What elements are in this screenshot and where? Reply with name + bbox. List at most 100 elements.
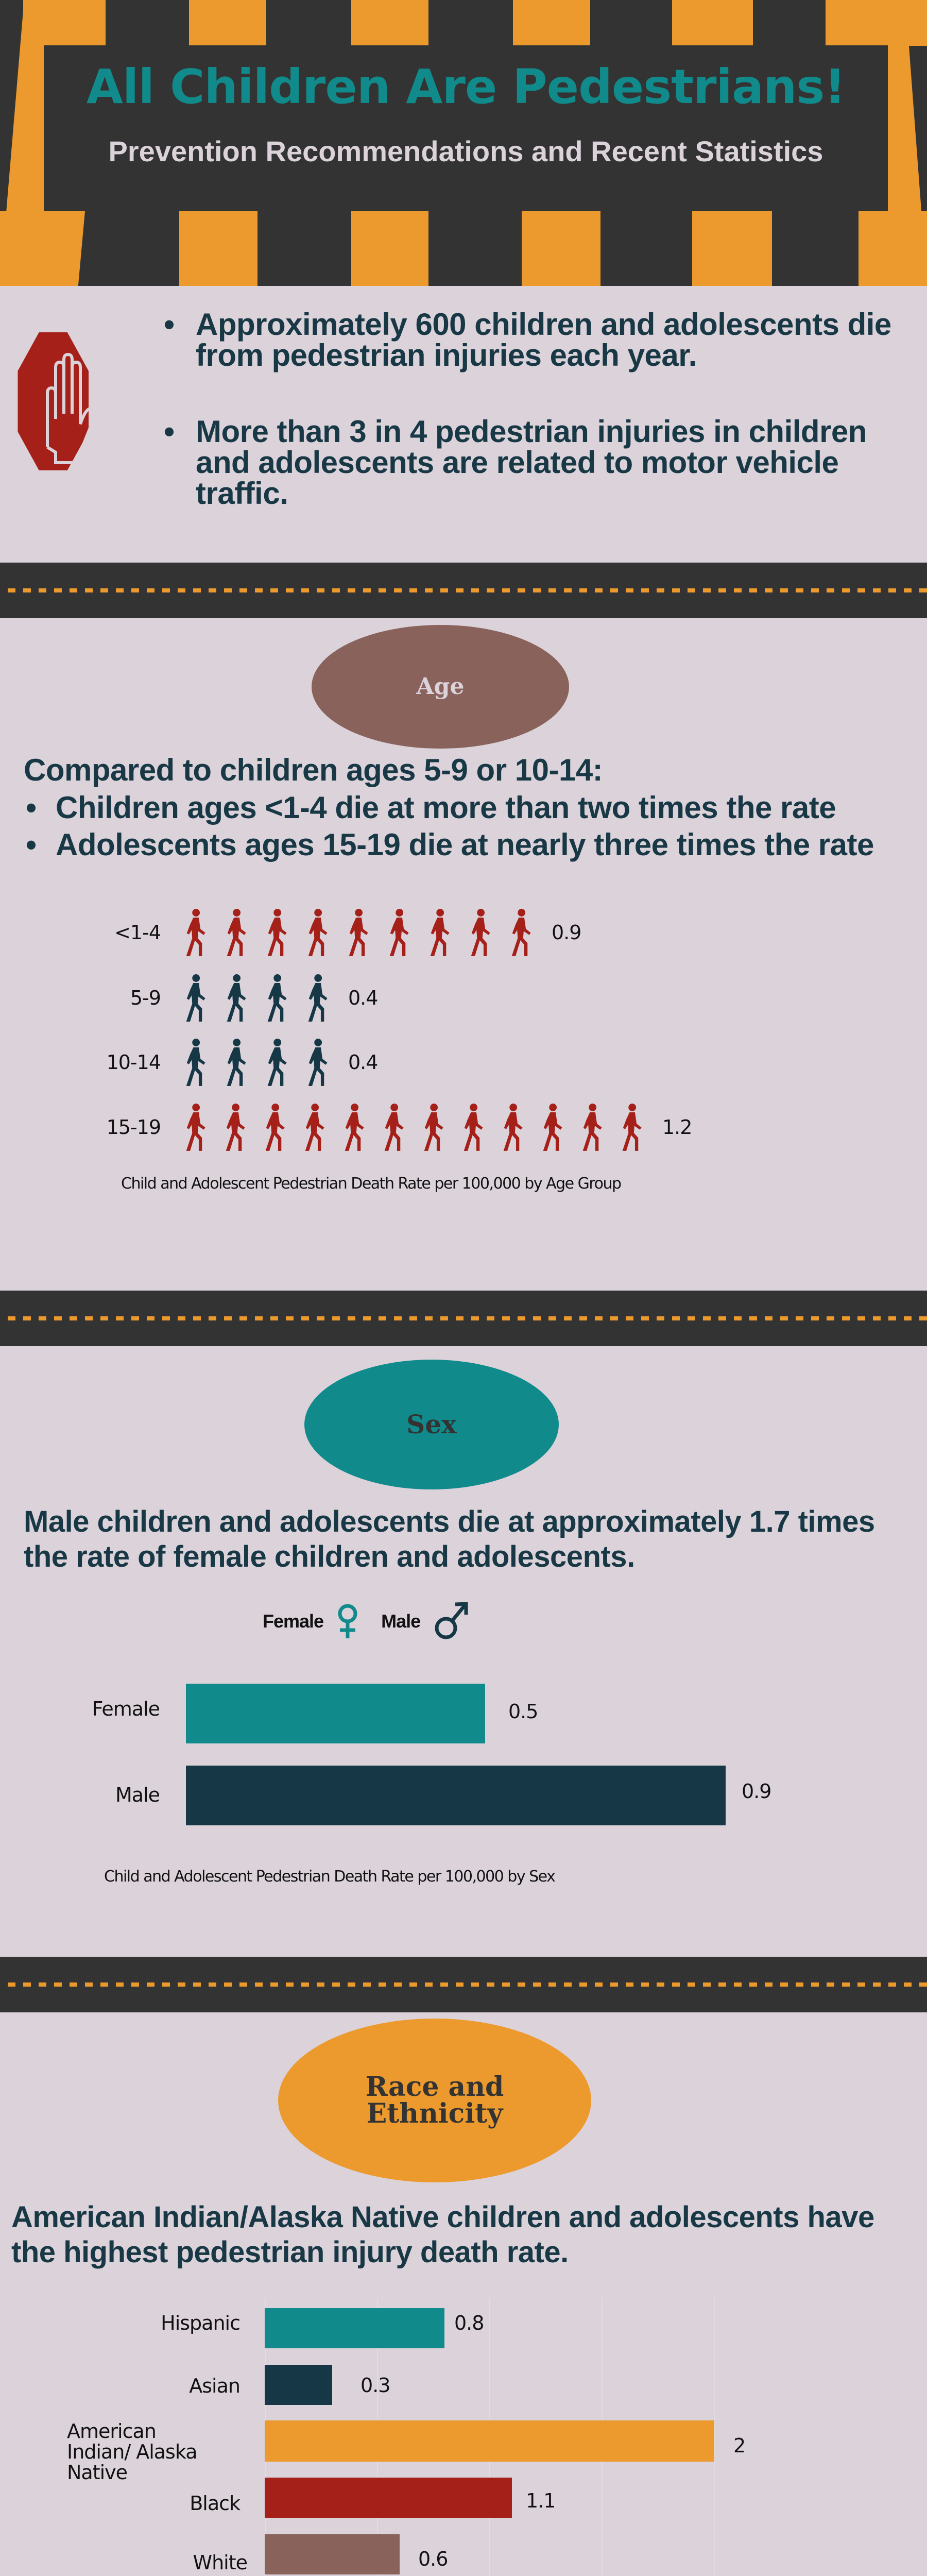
road-divider — [0, 563, 927, 618]
road-dash — [8, 1316, 927, 1320]
pedestrian-icon — [254, 1103, 293, 1152]
age-bullet: Children ages <1-4 die at more than two … — [21, 789, 874, 826]
pedestrian-icon — [297, 974, 336, 1023]
walker-icons — [175, 1103, 650, 1152]
stat-item: Approximately 600 children and adolescen… — [154, 309, 896, 371]
crosswalk-stripe — [179, 211, 258, 286]
race-bar-label: White — [193, 2551, 248, 2574]
male-legend-label: Male — [381, 1611, 421, 1632]
pedestrian-icon — [338, 908, 376, 957]
pedestrian-icon — [297, 908, 336, 957]
crosswalk-stripe — [522, 211, 600, 286]
age-group-label: 5-9 — [130, 987, 161, 1009]
sex-bar-label: Female — [92, 1698, 160, 1720]
female-legend-label: Female — [263, 1611, 324, 1632]
page-title: All Children Are Pedestrians! — [86, 59, 846, 114]
pedestrian-icon — [413, 1103, 452, 1152]
pedestrian-icon — [419, 908, 458, 957]
stop-hand-icon — [9, 332, 138, 470]
age-rate-value: 0.4 — [348, 987, 378, 1009]
bar-male — [186, 1766, 726, 1825]
pedestrian-icon — [611, 1103, 650, 1152]
pedestrian-icon — [175, 1038, 214, 1087]
race-bar-label: Asian — [189, 2375, 241, 2397]
sex-headline: Male children and adolescents die at app… — [24, 1505, 875, 1574]
bar-american-indian-alaska-native — [265, 2420, 714, 2462]
bar-hispanic — [265, 2308, 444, 2348]
header-banner: All Children Are Pedestrians! Prevention… — [0, 0, 927, 286]
pedestrian-icon — [453, 1103, 491, 1152]
sex-badge-label: Sex — [406, 1409, 457, 1439]
pedestrian-icon — [216, 1038, 254, 1087]
pedestrian-icon — [175, 908, 214, 957]
race-bar-value: 0.8 — [454, 2312, 484, 2334]
page-subtitle: Prevention Recommendations and Recent St… — [108, 135, 823, 168]
pedestrian-icon — [334, 1103, 372, 1152]
pedestrian-icon — [572, 1103, 610, 1152]
road-dash — [8, 588, 927, 592]
sex-bar-value: 0.9 — [742, 1780, 771, 1803]
pictogram-row-5-9: 5-9 0.4 — [77, 972, 378, 1024]
age-rate-value: 0.4 — [348, 1051, 378, 1074]
crosswalk-stripe — [189, 0, 266, 46]
road-dash — [8, 1982, 927, 1987]
age-bullets: Children ages <1-4 die at more than two … — [21, 789, 874, 863]
race-badge: Race and Ethnicity — [278, 2019, 591, 2182]
crosswalk-stripe — [826, 0, 927, 46]
sex-badge: Sex — [304, 1360, 559, 1489]
race-bar-label: Black — [190, 2492, 241, 2515]
crosswalk-stripe — [692, 211, 772, 286]
bar-female — [186, 1684, 485, 1743]
age-rate-value: 0.9 — [552, 921, 581, 944]
road-divider — [0, 1291, 927, 1346]
age-badge: Age — [312, 625, 569, 749]
sex-bar-value: 0.5 — [508, 1700, 538, 1723]
race-bar-value: 0.6 — [418, 2548, 448, 2570]
pedestrian-icon — [216, 908, 254, 957]
crosswalk-stripe — [513, 0, 590, 46]
male-symbol-icon — [435, 1602, 468, 1639]
pedestrian-icon — [256, 974, 295, 1023]
walker-icons — [175, 974, 336, 1023]
pictogram-row-lt1-4: <1-4 0.9 — [77, 907, 581, 958]
age-group-label: <1-4 — [114, 921, 161, 944]
title-box: All Children Are Pedestrians! Prevention… — [44, 45, 888, 211]
bar-white — [265, 2534, 400, 2574]
pedestrian-icon — [379, 908, 417, 957]
pedestrian-icon — [256, 908, 295, 957]
pedestrian-icon — [373, 1103, 412, 1152]
age-badge-label: Age — [416, 673, 465, 700]
pictogram-row-15-19: 15-19 1.2 — [77, 1101, 692, 1153]
sex-bar-label: Male — [115, 1784, 160, 1806]
race-bar-label: American Indian/ Alaska Native — [67, 2420, 197, 2484]
race-bar-value: 2 — [733, 2434, 746, 2457]
race-badge-label: Ethnicity — [366, 2098, 503, 2129]
race-bar-label: Hispanic — [161, 2312, 241, 2334]
pedestrian-icon — [294, 1103, 333, 1152]
walker-icons — [175, 1038, 336, 1087]
pedestrian-icon — [460, 908, 499, 957]
race-bar-value: 1.1 — [526, 2489, 556, 2512]
age-rate-value: 1.2 — [662, 1116, 692, 1139]
crosswalk-stripe — [672, 0, 753, 46]
sex-chart-caption: Child and Adolescent Pedestrian Death Ra… — [104, 1868, 556, 1886]
age-intro: Compared to children ages 5-9 or 10-14: — [24, 753, 603, 787]
age-chart-caption: Child and Adolescent Pedestrian Death Ra… — [121, 1175, 622, 1193]
crosswalk-stripe — [0, 211, 85, 286]
crosswalk-stripe — [351, 211, 428, 286]
female-symbol-icon — [338, 1604, 357, 1638]
pedestrian-icon — [256, 1038, 295, 1087]
pedestrian-icon — [532, 1103, 571, 1152]
pedestrian-icon — [492, 1103, 531, 1152]
pictogram-row-10-14: 10-14 0.4 — [77, 1037, 378, 1088]
road-divider — [0, 1957, 927, 2012]
age-group-label: 10-14 — [106, 1051, 161, 1074]
bar-black — [265, 2478, 512, 2518]
crosswalk-stripe — [351, 0, 428, 46]
race-headline: American Indian/Alaska Native children a… — [11, 2200, 874, 2269]
pedestrian-icon — [175, 974, 214, 1023]
age-bullet: Adolescents ages 15-19 die at nearly thr… — [21, 826, 874, 863]
pedestrian-icon — [297, 1038, 336, 1087]
pedestrian-icon — [501, 908, 539, 957]
walker-icons — [175, 908, 539, 957]
